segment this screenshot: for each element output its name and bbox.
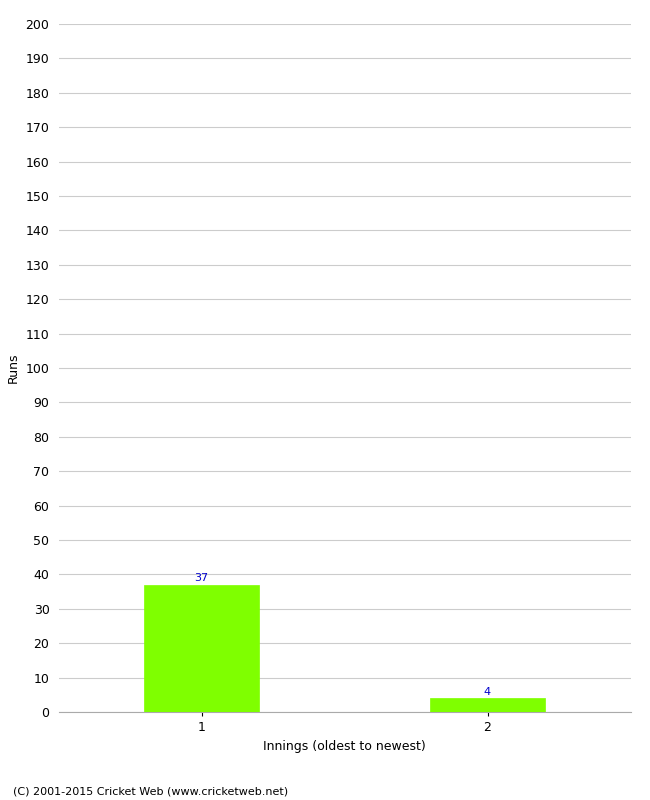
Text: 37: 37 [194,573,209,583]
Y-axis label: Runs: Runs [7,353,20,383]
Bar [430,698,545,712]
Bar [144,585,259,712]
Text: (C) 2001-2015 Cricket Web (www.cricketweb.net): (C) 2001-2015 Cricket Web (www.cricketwe… [13,786,288,796]
X-axis label: Innings (oldest to newest): Innings (oldest to newest) [263,739,426,753]
Text: 4: 4 [484,686,491,697]
